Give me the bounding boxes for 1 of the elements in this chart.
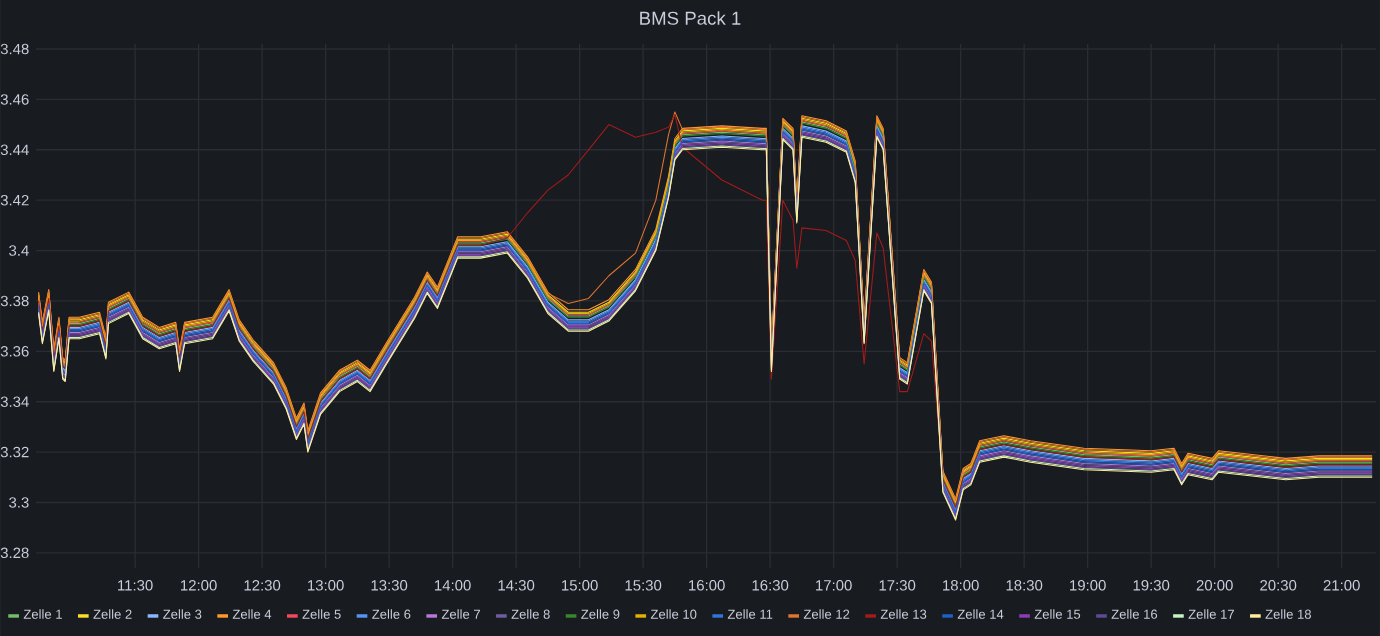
chart-title: BMS Pack 1 [640,11,741,25]
